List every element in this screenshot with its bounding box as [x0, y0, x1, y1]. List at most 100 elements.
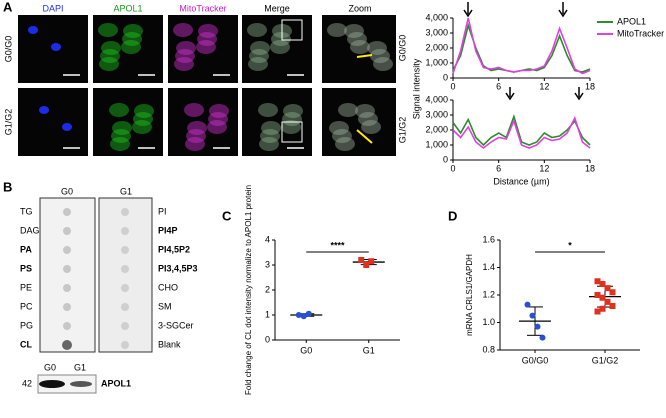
cell-signal — [134, 104, 154, 118]
x-tick-label: 18 — [585, 163, 595, 173]
x-tick-label: 0 — [450, 163, 455, 173]
point — [368, 258, 375, 265]
panel-letter: B — [3, 179, 12, 194]
cell-signal — [281, 120, 301, 134]
cell-signal — [186, 129, 206, 143]
y-tick-label: 1.4 — [482, 262, 495, 272]
point — [609, 289, 616, 296]
cell-signal — [111, 129, 131, 143]
lipid-label: CL — [20, 339, 32, 349]
significance: * — [568, 240, 572, 250]
lipid-label: PI4P — [158, 225, 178, 235]
cell-signal — [176, 41, 196, 55]
cell-signal — [283, 104, 303, 118]
lipid-label: PS — [20, 263, 32, 273]
lipid-label: PE — [20, 282, 32, 292]
y-tick-label: 0.8 — [482, 344, 495, 354]
cell-signal — [355, 104, 375, 118]
row-label: G0/G0 — [397, 35, 407, 62]
line-scan — [356, 54, 373, 58]
lipid-dot — [63, 208, 71, 216]
micrograph — [322, 88, 396, 156]
point — [300, 313, 307, 320]
lipid-dot — [121, 265, 129, 273]
cell-signal — [261, 121, 281, 135]
lipid-label: PI4,5P2 — [158, 244, 190, 254]
cell-signal — [327, 23, 347, 37]
micrograph — [322, 15, 396, 83]
cell-signal — [28, 26, 38, 34]
micrograph — [18, 88, 88, 156]
micrographs — [18, 15, 396, 156]
lipid-dot — [121, 341, 129, 349]
lipid-dot — [63, 227, 71, 235]
y-tick-label: 2,000 — [425, 124, 448, 134]
cell-signal — [110, 137, 130, 151]
lipid-label: PI3,4,5P3 — [158, 263, 198, 273]
panel-letter: C — [222, 208, 232, 223]
lipid-dot — [63, 303, 71, 311]
cell-signal — [344, 24, 364, 38]
cell-signal — [247, 23, 267, 37]
cell-signal — [132, 120, 152, 134]
group-label: G1 — [120, 186, 132, 196]
lipid-label: 3-SGCer — [158, 320, 194, 330]
y-tick-label: 3 — [265, 259, 270, 269]
column-header: DAPI — [42, 3, 63, 13]
legend-label: APOL1 — [617, 16, 646, 26]
point — [305, 310, 312, 317]
cell-signal — [361, 120, 381, 134]
lipid-dot — [121, 303, 129, 311]
lipid-label: TG — [20, 206, 33, 216]
line-scan — [356, 129, 373, 144]
column-header: MitoTracker — [179, 3, 226, 13]
row-label: G1/G2 — [397, 117, 407, 144]
cell-signal — [271, 32, 291, 46]
cell-signal — [187, 121, 207, 135]
significance: **** — [330, 240, 345, 250]
y-tick-label: 2 — [265, 284, 270, 294]
cell-signal — [109, 103, 129, 117]
y-tick-label: 1,000 — [425, 57, 448, 67]
protein-label: APOL1 — [101, 378, 131, 388]
arrow — [505, 92, 515, 101]
panel-b: B G0 G1 TG DAG PA PS PE PC PG CL PI PI4P PI4,5P2 PI… — [3, 179, 198, 394]
point — [295, 312, 302, 318]
lane-label: G1 — [74, 362, 86, 372]
x-tick-label: G0 — [300, 345, 312, 355]
series-line — [452, 113, 591, 147]
marker-label: 42 — [22, 378, 32, 388]
point — [529, 312, 536, 319]
cell-signal — [100, 49, 120, 63]
micrograph — [93, 88, 163, 156]
y-tick-label: 1.2 — [482, 289, 495, 299]
zoom-box — [281, 121, 303, 143]
panel-letter: A — [3, 0, 13, 14]
point — [539, 334, 546, 341]
y-tick-label: 3,000 — [425, 109, 448, 119]
cell-signal — [101, 41, 121, 55]
cell-signal — [350, 40, 370, 54]
lipid-label: SM — [158, 301, 172, 311]
western-membrane — [37, 374, 97, 394]
point — [594, 278, 601, 285]
point — [594, 308, 601, 315]
cell-signal — [209, 104, 229, 118]
cell-signal — [270, 40, 290, 54]
dot-blot: TG DAG PA PS PE PC PG CL PI PI4P PI4,5P2 PI3,4,5P3 C… — [20, 206, 198, 350]
y-tick-label: 2,000 — [425, 42, 448, 52]
arrow — [574, 92, 584, 101]
y-tick-label: 1.0 — [482, 317, 495, 327]
y-tick-label: 0 — [265, 334, 270, 344]
panel-a: A DAPI APOL1 MitoTracker Merge Zoom G0/G… — [3, 0, 396, 156]
row-label: G1/G2 — [3, 109, 13, 136]
cell-signal — [259, 137, 279, 151]
point — [599, 294, 606, 301]
cell-signal — [112, 121, 132, 135]
point — [599, 281, 606, 287]
cell-signal — [173, 23, 193, 37]
y-tick-label: 1,000 — [425, 139, 448, 149]
point — [609, 303, 616, 309]
cell-signal — [174, 57, 194, 71]
